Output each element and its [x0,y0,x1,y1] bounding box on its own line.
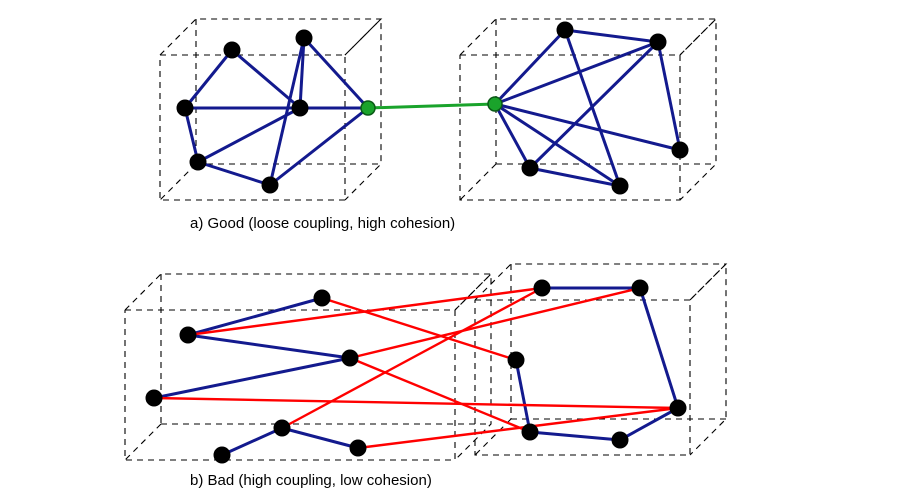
edge-coupling [350,288,640,358]
node-default [672,142,688,158]
node-bridge [361,101,375,115]
caption-good: a) Good (loose coupling, high cohesion) [190,215,455,232]
node-default [146,390,162,406]
node-default [612,432,628,448]
node-default [522,160,538,176]
edge-internal [530,432,620,440]
node-default [522,424,538,440]
node-default [670,400,686,416]
node-default [180,327,196,343]
edge-coupling [154,398,678,408]
edge-internal [185,50,232,108]
node-default [214,447,230,463]
edge-internal [282,428,358,448]
edge-internal [222,428,282,455]
edge-internal [198,162,270,185]
edge-coupling [358,408,678,448]
edge-coupling [282,288,542,428]
node-default [612,178,628,194]
node-default [350,440,366,456]
edge-internal [198,108,300,162]
node-default [262,177,278,193]
edge-internal [495,42,658,104]
edge-internal [495,30,565,104]
node-default [224,42,240,58]
diagram-canvas: a) Good (loose coupling, high cohesion) … [0,0,900,500]
edge-internal [565,30,658,42]
edge-internal [530,42,658,168]
node-default [274,420,290,436]
edge-internal [154,358,350,398]
node-default [292,100,308,116]
diagram-svg [0,0,900,500]
node-default [632,280,648,296]
edge-internal [188,298,322,335]
edge-internal [188,335,350,358]
edge-internal [658,42,680,150]
node-default [314,290,330,306]
node-bridge [488,97,502,111]
edge-bridge [368,104,495,108]
node-default [342,350,358,366]
node-default [534,280,550,296]
edge-coupling [350,358,530,432]
edge-internal [640,288,678,408]
node-default [296,30,312,46]
node-default [650,34,666,50]
edge-internal [495,104,530,168]
node-default [557,22,573,38]
node-default [508,352,524,368]
node-default [177,100,193,116]
caption-bad: b) Bad (high coupling, low cohesion) [190,472,432,489]
edge-internal [304,38,368,108]
edge-internal [516,360,530,432]
node-default [190,154,206,170]
edge-coupling [188,288,542,335]
